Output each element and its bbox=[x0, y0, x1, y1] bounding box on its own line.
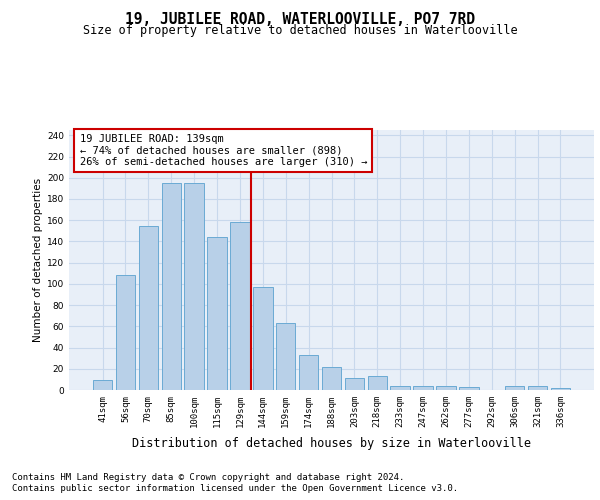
Bar bbox=[391, 386, 410, 390]
Bar bbox=[413, 386, 433, 390]
Bar bbox=[208, 237, 227, 390]
Bar bbox=[184, 183, 204, 390]
Text: 19 JUBILEE ROAD: 139sqm
← 74% of detached houses are smaller (898)
26% of semi-d: 19 JUBILEE ROAD: 139sqm ← 74% of detache… bbox=[79, 134, 367, 167]
Bar bbox=[459, 387, 479, 390]
Bar bbox=[299, 355, 319, 390]
Text: 19, JUBILEE ROAD, WATERLOOVILLE, PO7 7RD: 19, JUBILEE ROAD, WATERLOOVILLE, PO7 7RD bbox=[125, 12, 475, 28]
Bar bbox=[230, 222, 250, 390]
Bar bbox=[368, 376, 387, 390]
Bar bbox=[253, 287, 272, 390]
Text: Size of property relative to detached houses in Waterlooville: Size of property relative to detached ho… bbox=[83, 24, 517, 37]
Y-axis label: Number of detached properties: Number of detached properties bbox=[33, 178, 43, 342]
Bar bbox=[344, 378, 364, 390]
Bar bbox=[528, 386, 547, 390]
Bar bbox=[139, 226, 158, 390]
Bar bbox=[276, 323, 295, 390]
Text: Contains HM Land Registry data © Crown copyright and database right 2024.: Contains HM Land Registry data © Crown c… bbox=[12, 472, 404, 482]
Bar bbox=[436, 386, 455, 390]
Bar bbox=[551, 388, 570, 390]
Text: Distribution of detached houses by size in Waterlooville: Distribution of detached houses by size … bbox=[132, 438, 531, 450]
Text: Contains public sector information licensed under the Open Government Licence v3: Contains public sector information licen… bbox=[12, 484, 458, 493]
Bar bbox=[93, 380, 112, 390]
Bar bbox=[322, 366, 341, 390]
Bar bbox=[505, 386, 524, 390]
Bar bbox=[161, 183, 181, 390]
Bar bbox=[116, 276, 135, 390]
